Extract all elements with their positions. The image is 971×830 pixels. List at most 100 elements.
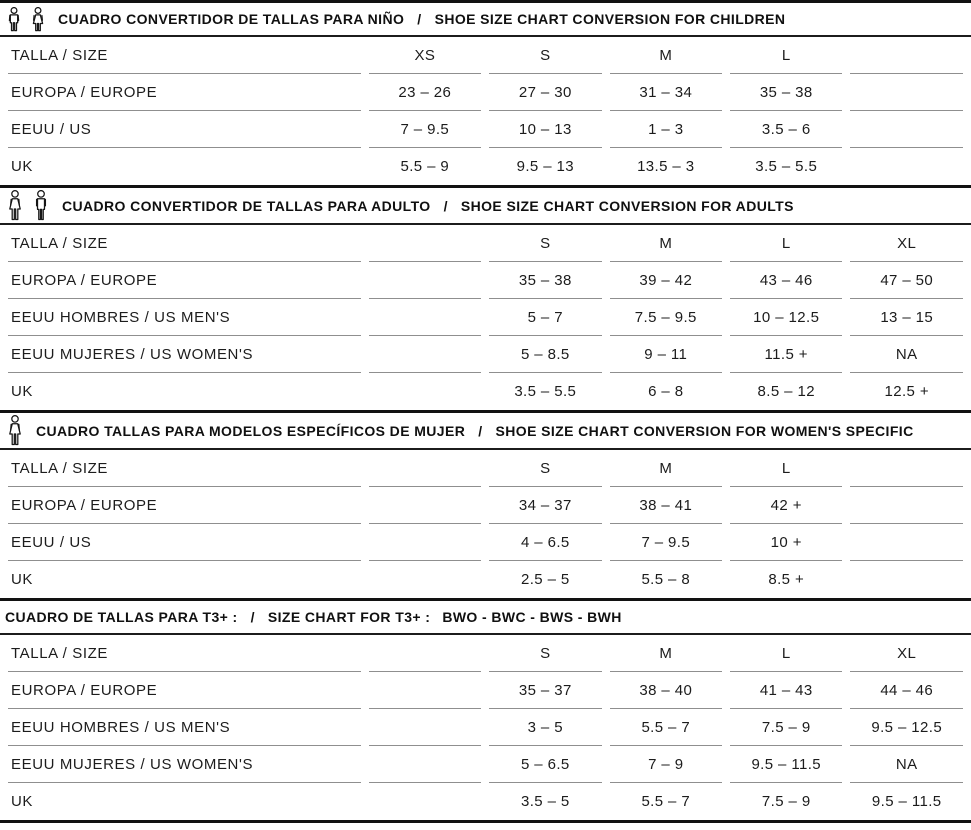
row-label: EEUU HOMBRES / US MEN'S <box>8 709 361 746</box>
size-cell: 7.5 – 9 <box>761 792 811 810</box>
adult-woman-icon <box>9 190 21 221</box>
size-cell <box>368 225 482 262</box>
size-cell <box>850 487 963 524</box>
size-cell: 44 – 46 <box>850 672 963 709</box>
section-header-children: CUADRO CONVERTIDOR DE TALLAS PARA NIÑO / S… <box>0 3 971 37</box>
row-label: TALLA / SIZE <box>8 37 361 74</box>
table-row: EEUU / US 7 – 9.5 10 – 13 1 – 3 3.5 – 6 <box>8 111 963 148</box>
section-t3plus: CUADRO DE TALLAS PARA T3+ : / SIZE CHART F… <box>0 598 971 820</box>
table-body: TALLA / SIZE XS S M L EUROPA / EUROPE 23 – 26 2… <box>8 37 963 185</box>
table-row: EEUU MUJERES / US WOMEN'S 5 – 6.5 7 – 9 9.5… <box>8 746 963 783</box>
title-separator: / <box>478 422 483 439</box>
table-row: EEUU MUJERES / US WOMEN'S 5 – 8.5 9 – 11 11… <box>8 336 963 373</box>
size-cell: 3.5 – 5 <box>520 792 570 810</box>
size-cell: 7.5 – 9.5 <box>609 299 723 336</box>
section-title: CUADRO CONVERTIDOR DE TALLAS PARA ADULTO… <box>62 198 794 214</box>
header-icons <box>5 190 51 221</box>
size-cell <box>368 299 482 336</box>
table-row: UK 5.5 – 9 9.5 – 13 13.5 – 3 3.5 – 5.5 <box>8 148 963 185</box>
size-cell: 38 – 41 <box>609 487 723 524</box>
section-header-t3plus: CUADRO DE TALLAS PARA T3+ : / SIZE CHART F… <box>0 601 971 635</box>
size-cell: 5.5 – 8 <box>641 570 691 588</box>
table-row: TALLA / SIZE XS S M L <box>8 37 963 74</box>
table-row: UK 3.5 – 5.5 6 – 8 8.5 – 12 12.5 + <box>8 373 963 410</box>
size-cell <box>368 635 482 672</box>
row-label: EUROPA / EUROPE <box>8 487 361 524</box>
size-cell <box>369 783 481 820</box>
size-cell: 10 + <box>730 524 843 561</box>
size-cell: XL <box>850 225 963 262</box>
size-cell: 13 – 15 <box>850 299 963 336</box>
model-codes: BWO - BWC - BWS - BWH <box>442 609 622 625</box>
size-cell: 13.5 – 3 <box>637 157 695 175</box>
row-label: EEUU MUJERES / US WOMEN'S <box>8 336 361 373</box>
size-cell <box>369 373 481 410</box>
size-cell: 7 – 9 <box>609 746 723 783</box>
row-label: UK <box>11 570 34 588</box>
size-cell: L <box>730 225 843 262</box>
table-row: EEUU HOMBRES / US MEN'S 5 – 7 7.5 – 9.5 10 … <box>8 299 963 336</box>
size-cell: XL <box>850 635 963 672</box>
table-body: TALLA / SIZE S M L EUROPA / EUROPE 34 – 37 38 … <box>8 450 963 598</box>
size-cell: 9.5 – 13 <box>516 157 575 175</box>
size-cell: 35 – 37 <box>489 672 602 709</box>
size-cell: 7 – 9.5 <box>368 111 482 148</box>
row-label: TALLA / SIZE <box>8 225 361 262</box>
child-boy-icon <box>8 6 20 31</box>
size-cell <box>850 524 963 561</box>
size-cell <box>368 262 482 299</box>
size-table-adults: TALLA / SIZE S M L XL EUROPA / EUROPE 35 – 38 3… <box>0 225 971 410</box>
size-cell: 23 – 26 <box>368 74 482 111</box>
table-row: TALLA / SIZE S M L <box>8 450 963 487</box>
size-cell: S <box>489 635 602 672</box>
size-cell: 7.5 – 9 <box>730 709 843 746</box>
row-label: EUROPA / EUROPE <box>8 262 361 299</box>
size-cell: 3.5 – 6 <box>730 111 843 148</box>
size-cell: M <box>609 225 723 262</box>
size-cell: 8.5 – 12 <box>757 382 815 400</box>
size-cell: 10 – 12.5 <box>730 299 843 336</box>
title-en: SIZE CHART FOR T3+ : <box>267 609 431 625</box>
size-cell: 5.5 – 7 <box>641 792 691 810</box>
size-cell: 9.5 – 12.5 <box>850 709 963 746</box>
row-label: EEUU / US <box>8 111 361 148</box>
row-label: UK <box>11 792 34 810</box>
title-es: CUADRO DE TALLAS PARA T3+ : <box>5 609 238 625</box>
size-cell: 2.5 – 5 <box>520 570 570 588</box>
size-cell <box>850 450 963 487</box>
size-cell: 35 – 38 <box>489 262 602 299</box>
size-cell: 31 – 34 <box>609 74 723 111</box>
table-row: EUROPA / EUROPE 34 – 37 38 – 41 42 + <box>8 487 963 524</box>
row-label: TALLA / SIZE <box>8 450 361 487</box>
size-cell <box>368 709 482 746</box>
table-row: EUROPA / EUROPE 23 – 26 27 – 30 31 – 34 35 –… <box>8 74 963 111</box>
size-cell: 8.5 + <box>768 570 805 588</box>
size-cell: 5.5 – 7 <box>609 709 723 746</box>
section-header-women-specific: CUADRO TALLAS PARA MODELOS ESPECÍFICOS D… <box>0 413 971 450</box>
row-label: EEUU MUJERES / US WOMEN'S <box>8 746 361 783</box>
size-cell: NA <box>850 746 963 783</box>
row-label: TALLA / SIZE <box>8 635 361 672</box>
table-row: TALLA / SIZE S M L XL <box>8 225 963 262</box>
size-cell: 3.5 – 5.5 <box>514 382 577 400</box>
section-adults: CUADRO CONVERTIDOR DE TALLAS PARA ADULTO… <box>0 185 971 410</box>
size-cell: 3 – 5 <box>489 709 602 746</box>
size-cell: XS <box>368 37 482 74</box>
size-cell: 34 – 37 <box>489 487 602 524</box>
size-cell: 6 – 8 <box>648 382 684 400</box>
size-cell: 4 – 6.5 <box>489 524 602 561</box>
size-cell <box>850 37 963 74</box>
row-label: UK <box>11 382 34 400</box>
size-cell: NA <box>850 336 963 373</box>
table-row: EEUU / US 4 – 6.5 7 – 9.5 10 + <box>8 524 963 561</box>
size-cell: 5.5 – 9 <box>400 157 450 175</box>
section-header-adults: CUADRO CONVERTIDOR DE TALLAS PARA ADULTO… <box>0 188 971 225</box>
size-cell: M <box>609 450 723 487</box>
table-row: UK 2.5 – 5 5.5 – 8 8.5 + <box>8 561 963 598</box>
title-es: CUADRO CONVERTIDOR DE TALLAS PARA NIÑO <box>58 11 405 27</box>
size-cell: M <box>609 37 723 74</box>
title-en: SHOE SIZE CHART CONVERSION FOR WOMEN'S S… <box>495 422 914 439</box>
table-row: EUROPA / EUROPE 35 – 37 38 – 40 41 – 43 44 –… <box>8 672 963 709</box>
size-cell: 39 – 42 <box>609 262 723 299</box>
size-cell: L <box>730 37 843 74</box>
